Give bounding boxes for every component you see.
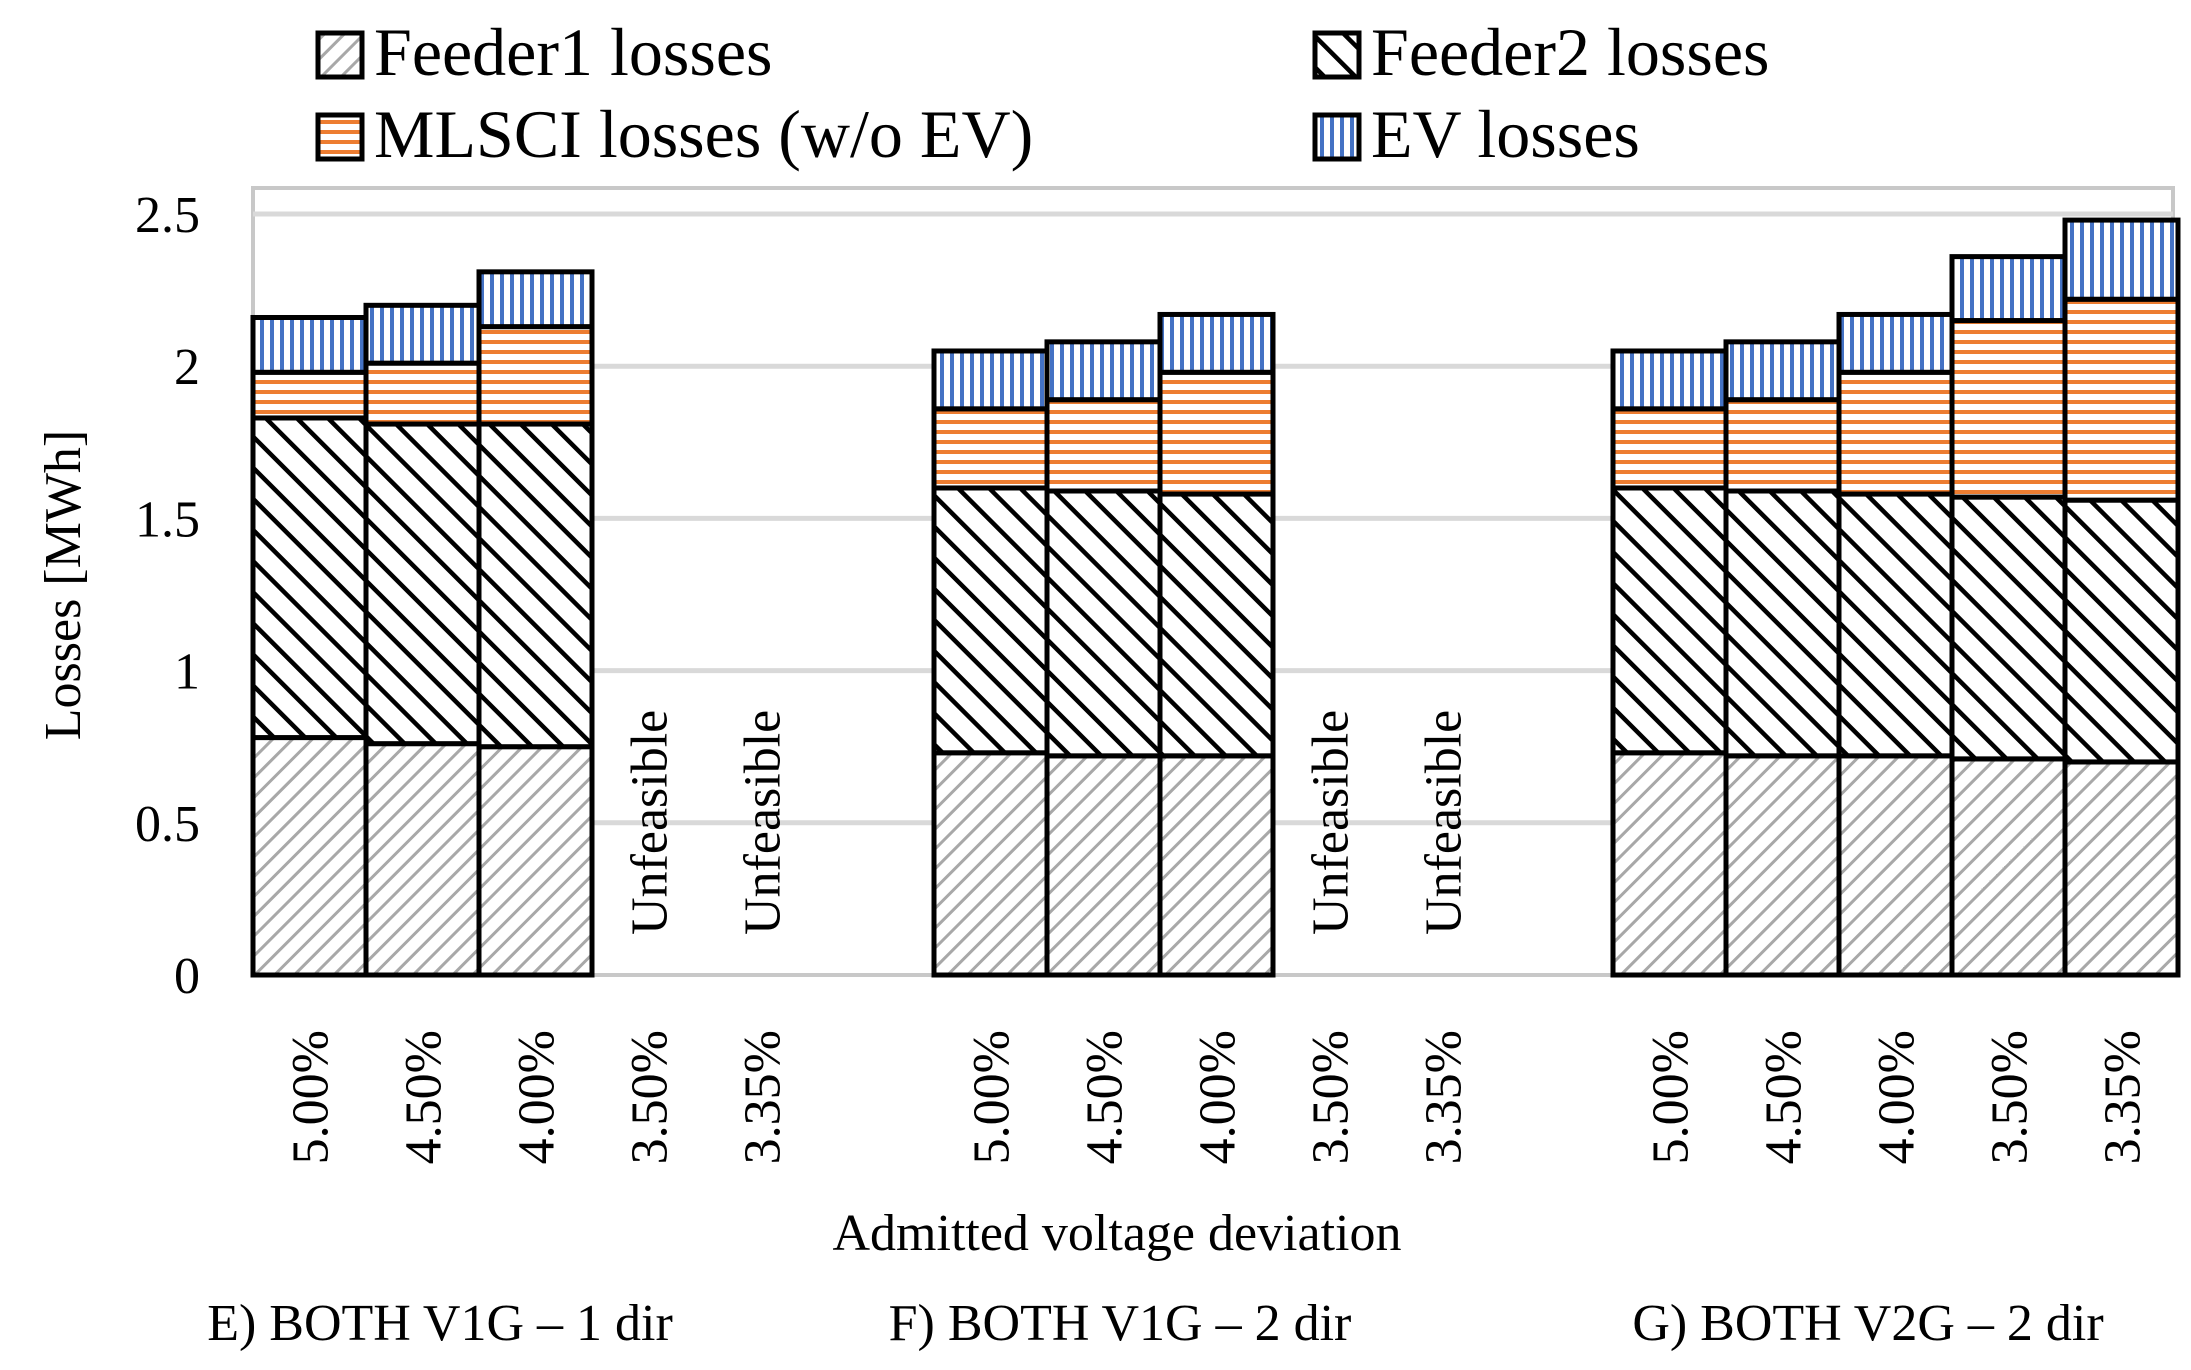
x-tick-label: 4.00% xyxy=(1869,1030,1926,1164)
bar-segment-ev-losses xyxy=(1157,311,1276,375)
y-tick-label: 1 xyxy=(174,644,200,701)
x-tick-label: 4.50% xyxy=(396,1030,453,1164)
bar-segment-mlsci-losses-w-o-ev xyxy=(363,360,482,427)
y-tick-label: 0.5 xyxy=(135,796,200,853)
bar-segment-feeder1-losses xyxy=(931,750,1050,978)
x-tick-label: 5.00% xyxy=(964,1030,1021,1164)
bar-segment-feeder1-losses xyxy=(1723,753,1842,978)
y-tick-label: 2 xyxy=(174,339,200,396)
x-tick-label: 5.00% xyxy=(1643,1030,1700,1164)
bar-segment-feeder2-losses xyxy=(1610,485,1729,756)
bar-segment-mlsci-losses-w-o-ev xyxy=(1949,318,2068,500)
unfeasible-label: Unfeasible xyxy=(735,710,792,935)
x-axis-title: Admitted voltage deviation xyxy=(833,1205,1402,1262)
bar-segment-mlsci-losses-w-o-ev xyxy=(931,406,1050,491)
legend-swatch xyxy=(315,112,365,162)
y-axis-title: Losses [MWh] xyxy=(35,430,92,741)
bar-segment-ev-losses xyxy=(1044,339,1163,403)
group-label: E) BOTH V1G – 1 dir xyxy=(207,1295,673,1352)
bar-segment-mlsci-losses-w-o-ev xyxy=(1723,397,1842,494)
bar-segment-feeder2-losses xyxy=(363,421,482,747)
bar-segment-ev-losses xyxy=(1836,311,1955,375)
x-axis-ticks: 5.00% 4.50% 4.00% 3.50% 3.35% 5.00% 4.50% 4.00%… xyxy=(283,1030,2152,1164)
legend: Feeder1 losses Feeder2 losses MLSCI losses… xyxy=(315,14,1769,172)
bar-segment-mlsci-losses-w-o-ev xyxy=(1836,369,1955,497)
bar-segment-feeder2-losses xyxy=(476,421,595,750)
legend-swatch xyxy=(1312,112,1362,162)
bar-segment-feeder2-losses xyxy=(1949,494,2068,762)
y-tick-label: 2.5 xyxy=(135,187,200,244)
bar-segment-mlsci-losses-w-o-ev xyxy=(250,369,369,421)
bar-segment-mlsci-losses-w-o-ev xyxy=(476,324,595,427)
legend-swatch xyxy=(315,30,365,80)
bar-segment-ev-losses xyxy=(1610,348,1729,412)
x-tick-label: 4.00% xyxy=(509,1030,566,1164)
bar-segment-feeder2-losses xyxy=(1044,488,1163,759)
bar-segment-mlsci-losses-w-o-ev xyxy=(1610,406,1729,491)
bar-segment-feeder1-losses xyxy=(476,744,595,978)
bar-segment-feeder1-losses xyxy=(1157,753,1276,978)
bar-segment-ev-losses xyxy=(931,348,1050,412)
legend-label: Feeder1 losses xyxy=(374,14,772,90)
legend-swatch xyxy=(1312,30,1362,80)
unfeasible-label: Unfeasible xyxy=(1303,710,1360,935)
bar-segment-feeder1-losses xyxy=(2062,759,2181,978)
unfeasible-label: Unfeasible xyxy=(622,710,679,935)
bar-segment-feeder1-losses xyxy=(1044,753,1163,978)
x-tick-label: 3.35% xyxy=(1416,1030,1473,1164)
bar-segment-feeder2-losses xyxy=(1157,491,1276,759)
y-tick-label: 0 xyxy=(174,948,200,1005)
group-label: G) BOTH V2G – 2 dir xyxy=(1632,1295,2103,1352)
x-tick-label: 3.50% xyxy=(1982,1030,2039,1164)
bar-segment-feeder1-losses xyxy=(1610,750,1729,978)
x-tick-label: 3.50% xyxy=(1303,1030,1360,1164)
group-labels: E) BOTH V1G – 1 dir F) BOTH V1G – 2 dir G)… xyxy=(207,1295,2103,1352)
group-label: F) BOTH V1G – 2 dir xyxy=(889,1295,1352,1352)
x-tick-label: 4.50% xyxy=(1756,1030,1813,1164)
bar-segment-ev-losses xyxy=(1949,254,2068,324)
bar-segment-feeder2-losses xyxy=(931,485,1050,756)
bar-segment-feeder2-losses xyxy=(2062,497,2181,765)
bar-segment-feeder1-losses xyxy=(363,741,482,978)
y-axis-ticks: 0 0.5 1 1.5 2 2.5 xyxy=(135,187,200,1005)
bar-segment-feeder2-losses xyxy=(250,415,369,741)
bar-segment-feeder1-losses xyxy=(1836,753,1955,978)
x-tick-label: 5.00% xyxy=(283,1030,340,1164)
bar-segment-ev-losses xyxy=(2062,217,2181,302)
bar-segment-ev-losses xyxy=(476,269,595,330)
y-tick-label: 1.5 xyxy=(135,491,200,548)
bar-segment-feeder1-losses xyxy=(250,735,369,978)
bar-segment-mlsci-losses-w-o-ev xyxy=(1157,369,1276,497)
bar-segment-feeder2-losses xyxy=(1836,491,1955,759)
x-tick-label: 3.50% xyxy=(622,1030,679,1164)
bar-segment-mlsci-losses-w-o-ev xyxy=(2062,296,2181,503)
bar-segment-ev-losses xyxy=(1723,339,1842,403)
x-tick-label: 3.35% xyxy=(735,1030,792,1164)
legend-label: MLSCI losses (w/o EV) xyxy=(374,96,1033,172)
legend-label: Feeder2 losses xyxy=(1371,14,1769,90)
bar-segment-ev-losses xyxy=(250,314,369,375)
bars-layer: Unfeasible Unfeasible Unfeasible Unfeasible xyxy=(250,217,2181,978)
bar-segment-mlsci-losses-w-o-ev xyxy=(1044,397,1163,494)
x-tick-label: 4.50% xyxy=(1077,1030,1134,1164)
x-tick-label: 4.00% xyxy=(1190,1030,1247,1164)
bar-segment-ev-losses xyxy=(363,302,482,366)
x-tick-label: 3.35% xyxy=(2095,1030,2152,1164)
unfeasible-label: Unfeasible xyxy=(1416,710,1473,935)
legend-label: EV losses xyxy=(1371,96,1640,172)
bar-segment-feeder1-losses xyxy=(1949,756,2068,978)
bar-segment-feeder2-losses xyxy=(1723,488,1842,759)
